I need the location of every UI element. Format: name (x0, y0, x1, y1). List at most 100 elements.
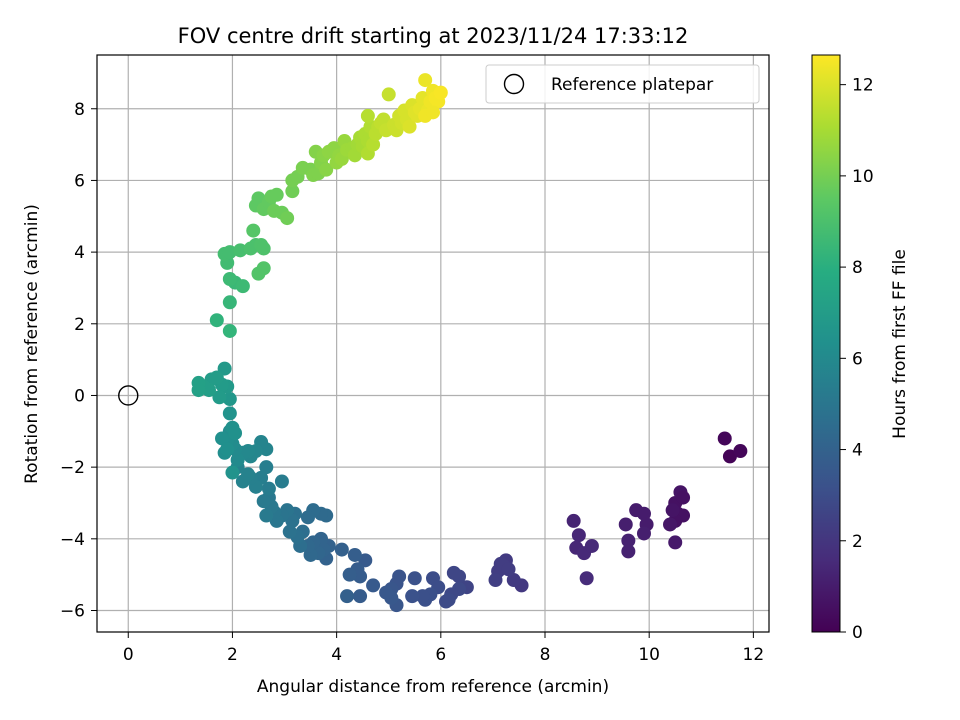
data-point (222, 406, 237, 421)
colorbar-tick-label: 6 (852, 349, 863, 369)
data-point (426, 105, 440, 120)
data-point (280, 211, 295, 226)
data-point (220, 442, 235, 457)
data-point (235, 474, 250, 489)
data-point (733, 444, 748, 459)
data-point (225, 465, 240, 480)
data-point (212, 390, 227, 405)
data-point (433, 85, 448, 100)
y-tick-label: 0 (74, 386, 85, 406)
colorbar-tick-label: 12 (852, 76, 874, 96)
data-point (360, 108, 375, 123)
colorbar-tick-label: 4 (852, 441, 863, 461)
data-point (488, 573, 503, 588)
data-point (222, 295, 237, 310)
data-point (246, 223, 261, 238)
data-point (621, 533, 636, 548)
data-point (274, 474, 289, 489)
data-point (228, 426, 243, 441)
y-tick-label: 2 (74, 315, 85, 335)
data-point (418, 73, 433, 88)
data-point (381, 87, 396, 102)
data-point (621, 544, 636, 559)
data-point (446, 565, 461, 580)
colorbar-tick-label: 0 (852, 623, 863, 643)
data-point (668, 535, 683, 550)
data-point (717, 431, 732, 446)
data-point (665, 503, 680, 518)
data-point (215, 431, 230, 446)
data-point (334, 542, 349, 557)
data-point (222, 392, 237, 407)
data-point (191, 383, 206, 398)
data-point (256, 494, 271, 509)
data-point (506, 573, 521, 588)
data-point (722, 449, 737, 464)
data-point (222, 323, 237, 338)
plot-area-frame (96, 54, 770, 633)
y-tick-label: 4 (74, 243, 85, 263)
data-point (376, 112, 391, 127)
data-point (230, 452, 245, 467)
legend-marker-reference (503, 73, 525, 95)
data-point (222, 271, 237, 286)
data-point (285, 184, 300, 199)
data-point (319, 162, 334, 177)
data-point (256, 241, 271, 256)
data-point (402, 119, 417, 134)
y-tick-label: −6 (60, 601, 85, 621)
x-tick-label: 4 (331, 645, 342, 665)
data-point (405, 589, 420, 604)
data-point (340, 589, 355, 604)
data-point (415, 589, 430, 604)
data-point (251, 266, 266, 281)
data-point (566, 513, 581, 528)
colorbar-label: Hours from first FF file (890, 249, 910, 439)
data-point (579, 571, 594, 586)
x-tick-label: 10 (638, 645, 660, 665)
data-point (233, 243, 248, 258)
data-point (282, 524, 297, 539)
data-point (235, 279, 250, 294)
y-tick-label: 6 (74, 171, 85, 191)
chart-title: FOV centre drift starting at 2023/11/24 … (178, 24, 689, 48)
x-tick-label: 6 (435, 645, 446, 665)
colorbar-ticks: 0 2 4 6 8 10 12 (840, 76, 874, 643)
colorbar-tick-label: 8 (852, 258, 863, 278)
y-tick-label: 8 (74, 100, 85, 120)
x-tick-label: 0 (123, 645, 134, 665)
data-point (618, 517, 633, 532)
data-point (222, 245, 237, 260)
x-tick-label: 12 (743, 645, 765, 665)
colorbar (811, 54, 841, 633)
reference-platepar-marker (118, 385, 139, 406)
data-point (441, 592, 456, 607)
data-point (663, 517, 678, 532)
data-point (584, 538, 599, 553)
data-point (269, 187, 284, 202)
y-axis-label: Rotation from reference (arcmin) (22, 204, 42, 484)
colorbar-tick-label: 10 (852, 167, 874, 187)
data-point (347, 547, 362, 562)
data-point (259, 460, 274, 475)
data-point (261, 481, 276, 496)
data-point (300, 510, 315, 525)
data-point (636, 526, 651, 541)
data-point (259, 508, 274, 523)
data-points (118, 73, 748, 613)
data-point (342, 567, 357, 582)
x-tick-label: 8 (540, 645, 551, 665)
data-point (571, 528, 586, 543)
axis-ticks: 0 2 4 6 8 10 12 −6 −4 −2 0 2 4 6 8 (60, 100, 764, 665)
y-tick-label: −4 (60, 530, 85, 550)
data-point (209, 313, 224, 328)
data-point (636, 506, 651, 521)
x-axis-label: Angular distance from reference (arcmin) (257, 677, 609, 697)
data-point (353, 589, 368, 604)
data-point (501, 562, 516, 577)
legend-label-reference: Reference platepar (551, 75, 713, 95)
data-point (379, 585, 394, 600)
data-point (407, 571, 422, 586)
data-point (366, 137, 381, 152)
